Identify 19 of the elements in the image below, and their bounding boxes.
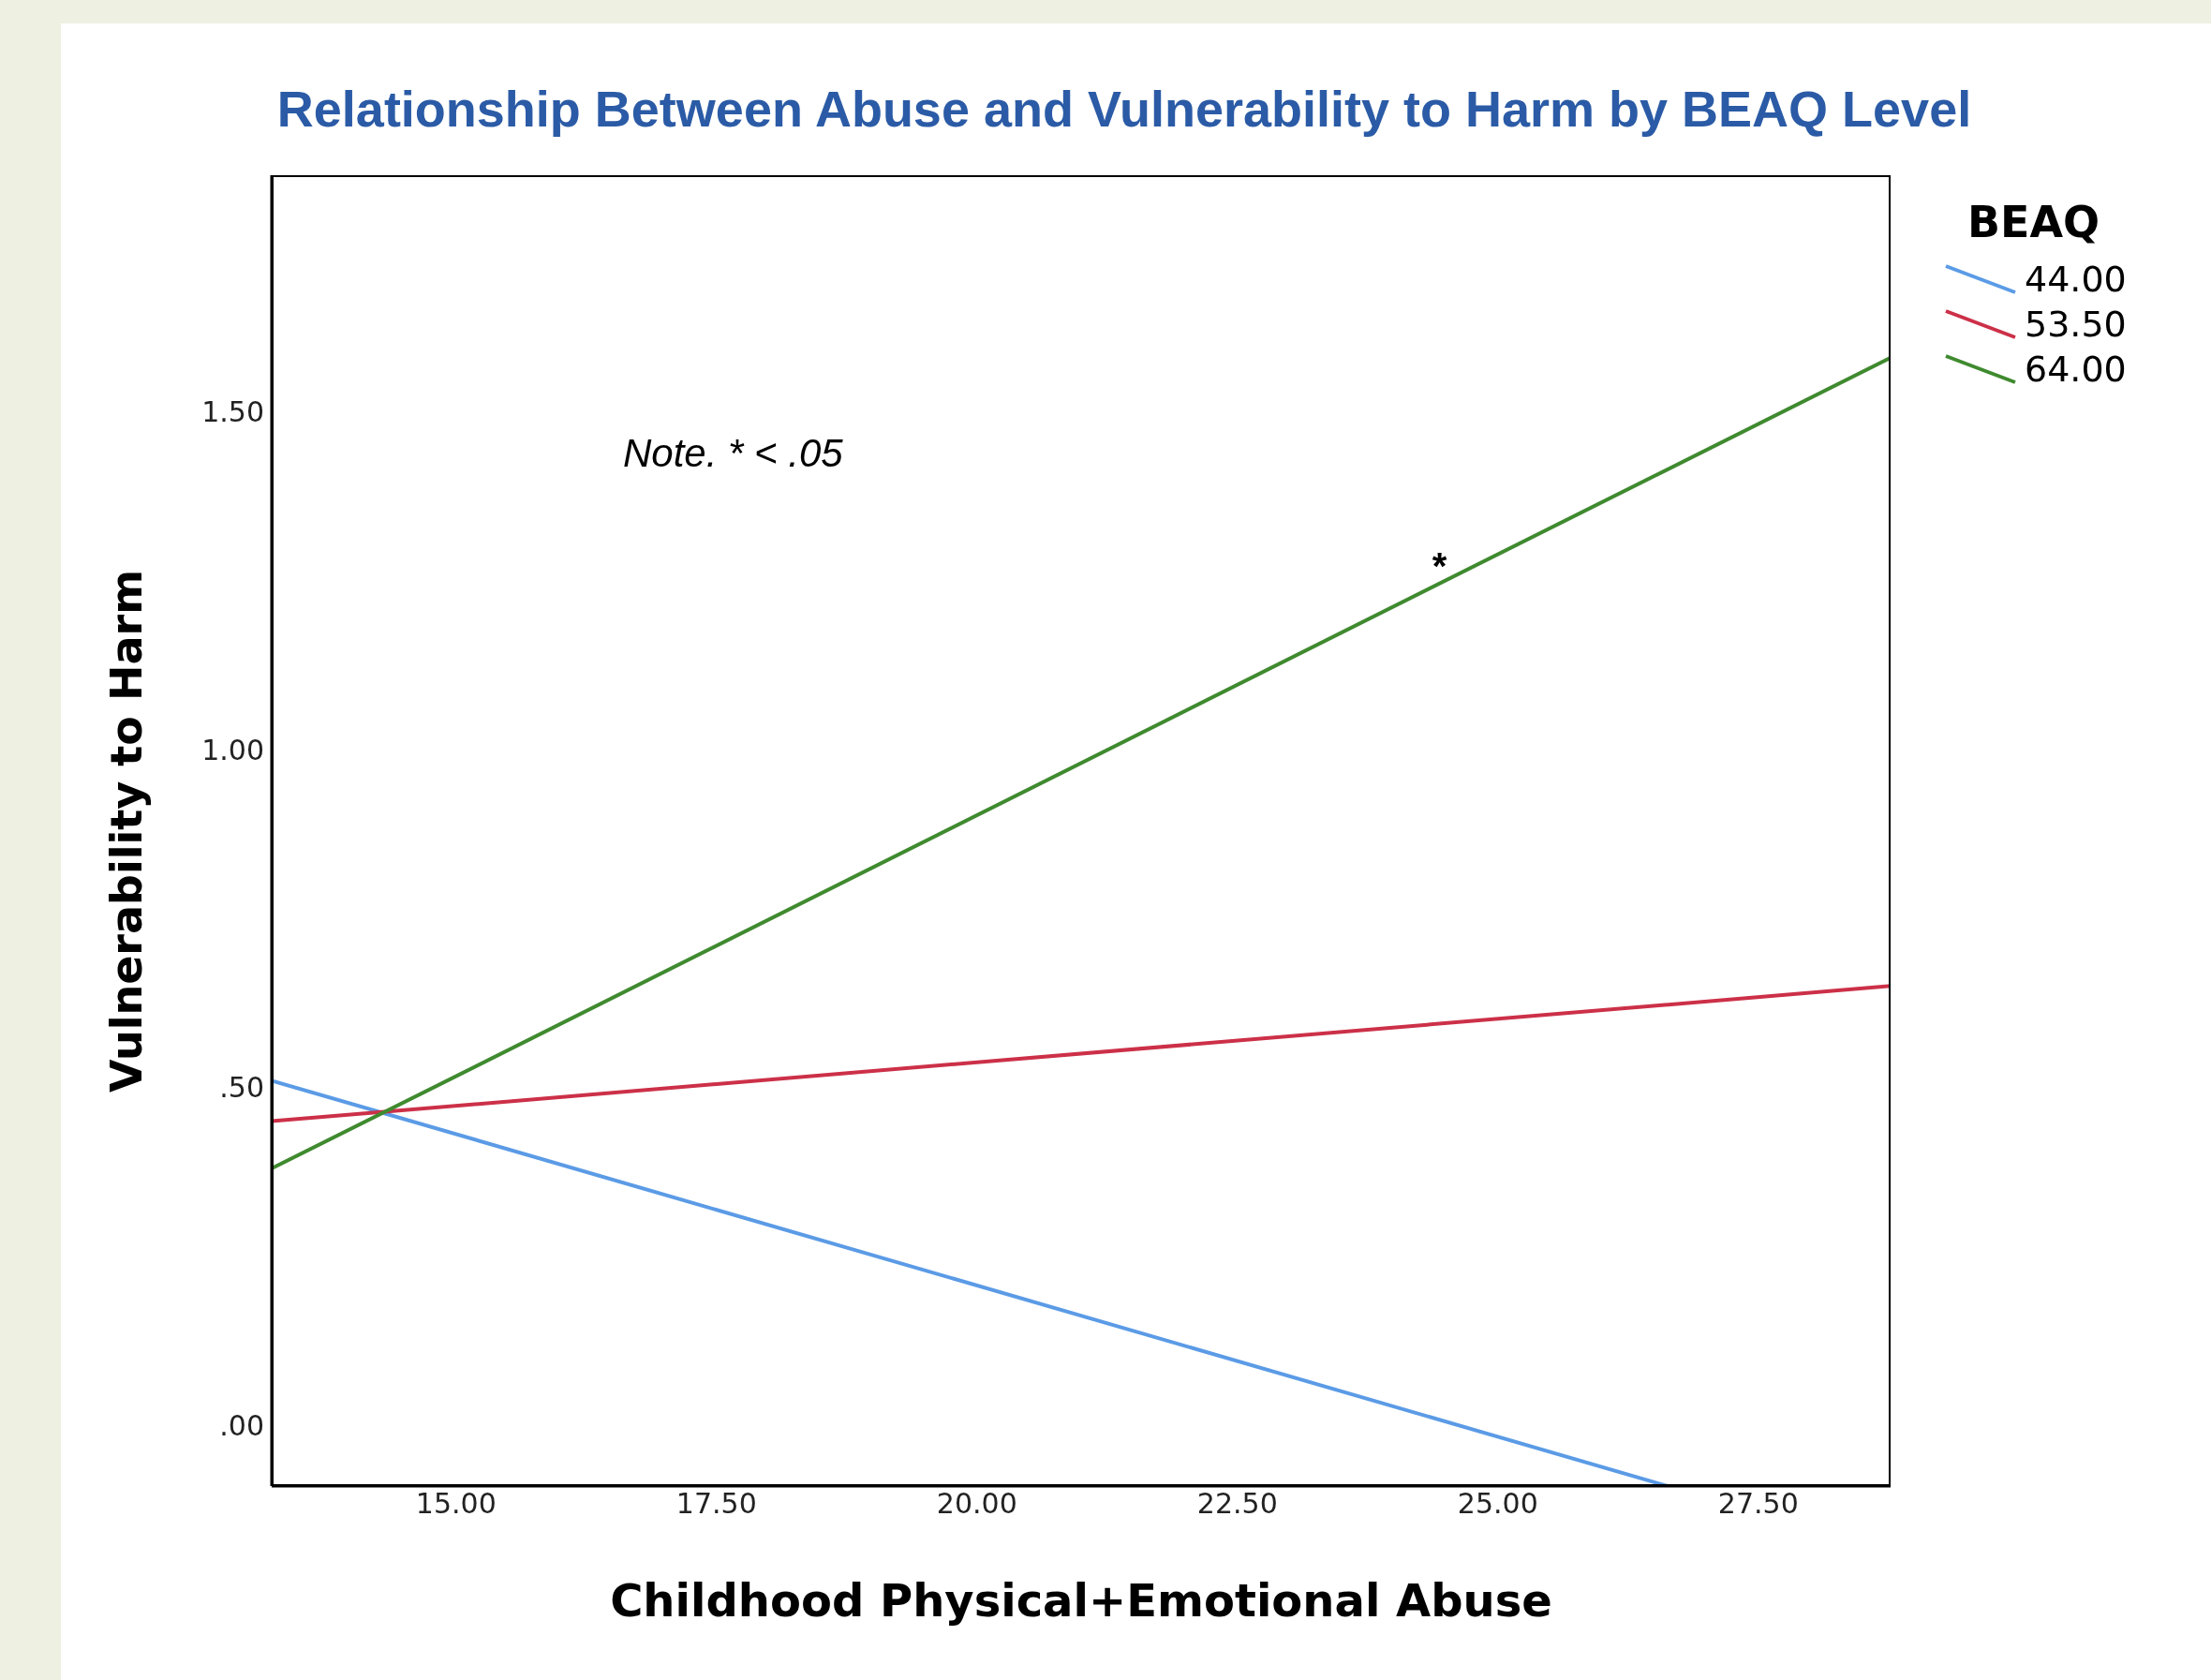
x-axis-title: Childhood Physical+Emotional Abuse — [609, 1574, 1553, 1627]
y-tick-label: .50 — [219, 1071, 264, 1105]
annotation: * — [1432, 544, 1447, 587]
legend-label: 53.50 — [2025, 304, 2127, 345]
x-tick-label: 20.00 — [936, 1487, 1017, 1521]
x-tick-label: 22.50 — [1196, 1487, 1278, 1521]
legend-label: 64.00 — [2025, 349, 2127, 390]
y-tick-label: .00 — [219, 1408, 264, 1442]
legend-title: BEAQ — [1967, 197, 2101, 247]
x-tick-label: 25.00 — [1457, 1487, 1538, 1521]
y-tick-label: 1.00 — [201, 733, 264, 766]
x-tick-label: 17.50 — [675, 1487, 757, 1521]
y-tick-label: 1.50 — [201, 395, 264, 429]
y-axis-title: Vulnerability to Harm — [101, 569, 152, 1093]
legend-label: 44.00 — [2025, 259, 2127, 300]
annotation: Note. * < .05 — [623, 431, 843, 476]
x-tick-label: 15.00 — [415, 1487, 497, 1521]
chart-title: Relationship Between Abuse and Vulnerability to Harm by BEAQ Level — [275, 80, 1973, 138]
x-tick-label: 27.50 — [1717, 1487, 1799, 1521]
